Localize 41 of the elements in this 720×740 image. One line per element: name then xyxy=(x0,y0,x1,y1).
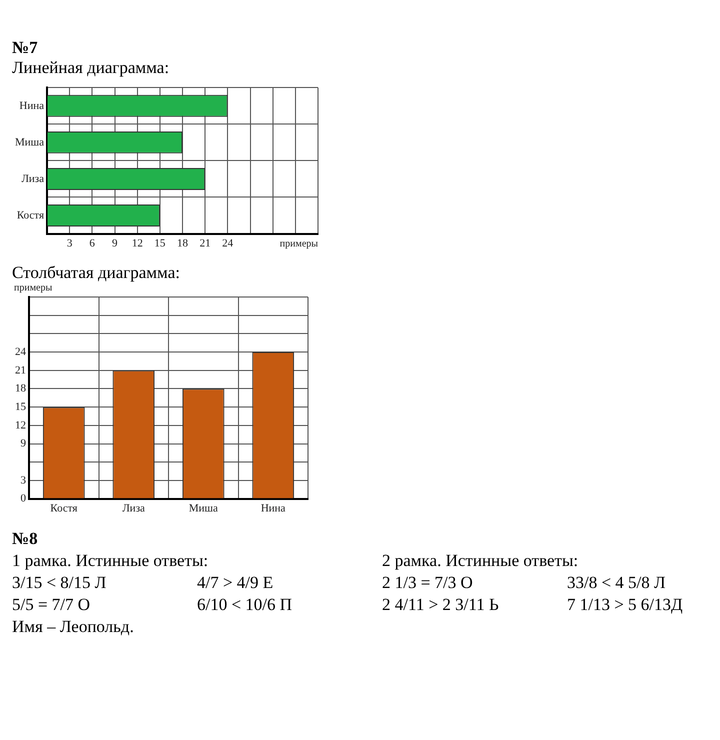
x-axis-title: примеры xyxy=(280,238,318,250)
text: 7 1/13 > 5 6/13Д xyxy=(567,594,684,616)
text: 4/7 > 4/9 Е xyxy=(197,572,274,594)
chart-title: Линейная диаграмма: xyxy=(12,58,170,78)
x-tick-label: 15 xyxy=(154,237,166,250)
x-tick-label: Нина xyxy=(260,502,286,514)
x-tick-label: 3 xyxy=(66,237,73,250)
text: 33/8 < 4 5/8 Л xyxy=(567,572,667,594)
y-axis-title: примеры xyxy=(14,282,52,294)
y-tick-label: Нина xyxy=(19,100,44,112)
text: №7 xyxy=(12,38,39,58)
x-tick-label: Миша xyxy=(188,502,218,514)
x-tick-label: 6 xyxy=(89,237,96,250)
text: Имя – Леопольд. xyxy=(12,616,135,638)
y-tick-label: Лиза xyxy=(21,172,44,185)
text: 1 рамка. Истинные ответы: xyxy=(12,550,210,572)
y-tick-label: 12 xyxy=(15,419,26,432)
y-tick-label: Миша xyxy=(14,136,44,148)
text: 3/15 < 8/15 Л xyxy=(12,572,108,594)
text: 2 1/3 = 7/3 О xyxy=(382,572,474,594)
x-tick-label: 18 xyxy=(177,237,189,250)
y-tick-label: 24 xyxy=(15,346,26,358)
text: 2 рамка. Истинные ответы: xyxy=(382,550,580,572)
text: 6/10 < 10/6 П xyxy=(197,594,294,616)
y-tick-label: 9 xyxy=(20,438,26,450)
text: №8 xyxy=(12,528,39,550)
y-tick-label: 3 xyxy=(20,474,26,486)
x-tick-label: 24 xyxy=(222,237,234,250)
y-tick-label: 21 xyxy=(15,364,26,376)
chart-title: Столбчатая диаграмма: xyxy=(12,263,181,283)
x-tick-label: 21 xyxy=(200,237,211,250)
x-tick-label: 9 xyxy=(112,237,118,250)
y-tick-label: 18 xyxy=(15,382,26,395)
text: 2 4/11 > 2 3/11 Ь xyxy=(382,594,500,616)
x-tick-label: Лиза xyxy=(122,502,146,514)
y-tick-label: Костя xyxy=(16,209,44,222)
x-tick-label: Костя xyxy=(50,502,78,514)
y-tick-label: 0 xyxy=(20,492,26,505)
x-tick-label: 12 xyxy=(132,237,143,250)
y-tick-label: 15 xyxy=(15,400,26,413)
text: 5/5 = 7/7 О xyxy=(12,594,92,616)
